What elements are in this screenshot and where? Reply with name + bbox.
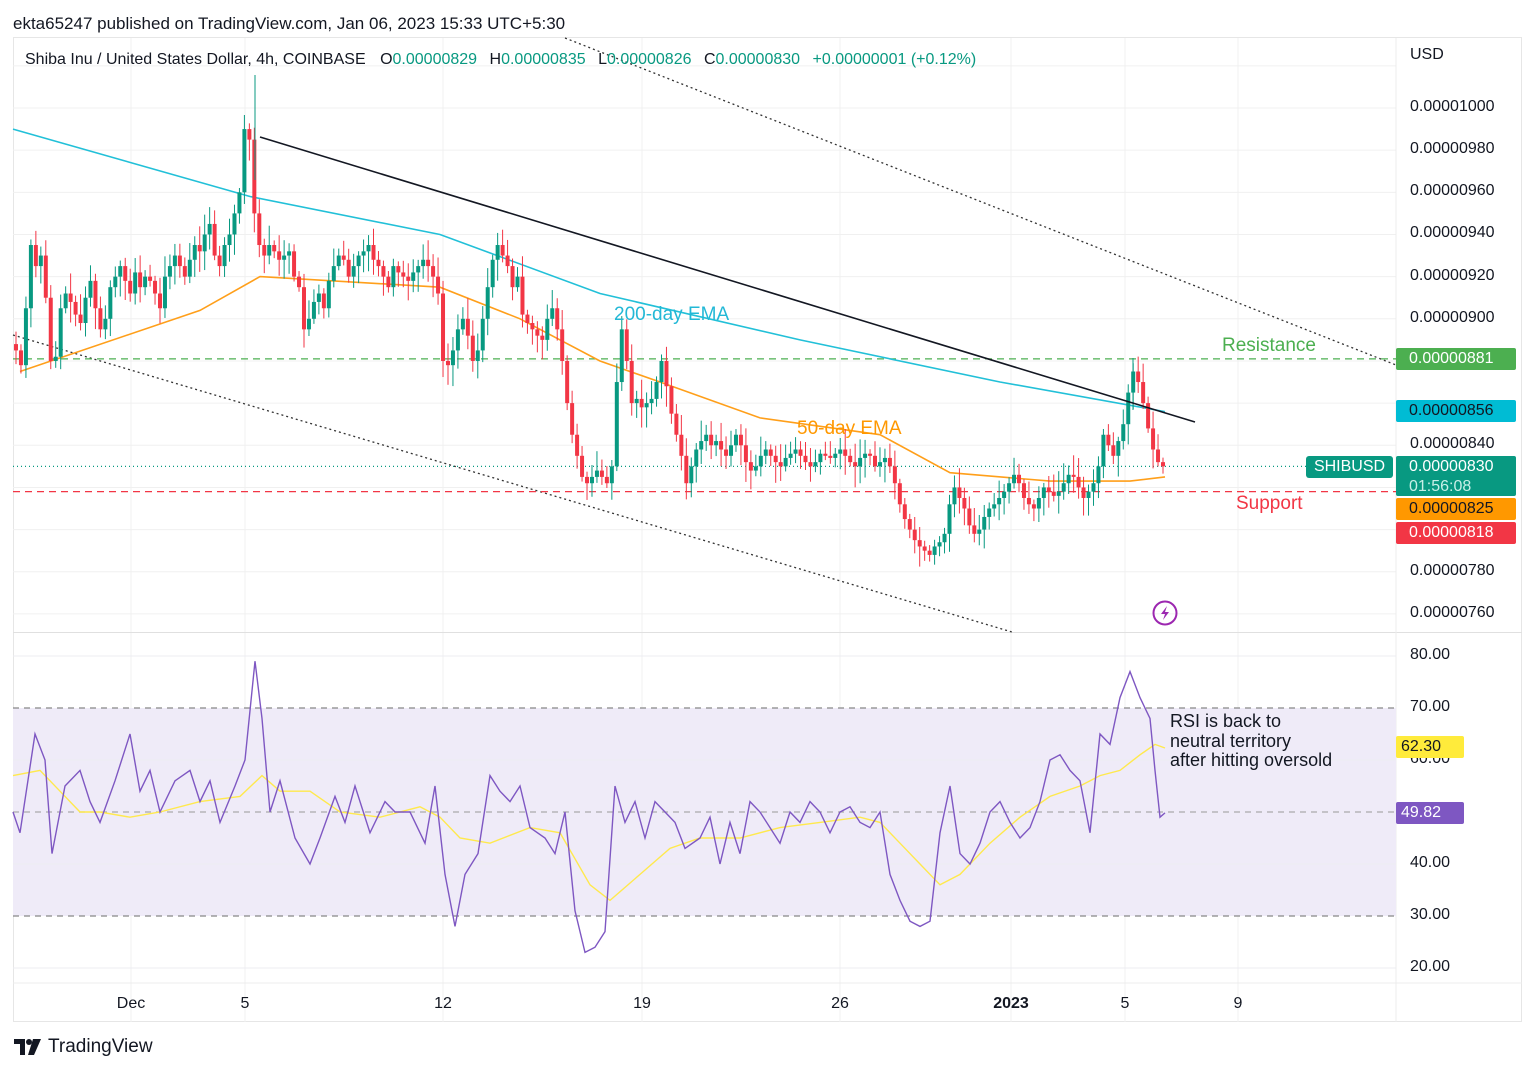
rsi-tick-label: 70.00 — [1410, 698, 1451, 715]
rsi-tick-label: 40.00 — [1410, 854, 1451, 871]
tradingview-logo-icon — [14, 1039, 41, 1055]
rsi-line[interactable] — [12, 661, 1166, 954]
tradingview-footer: TradingView — [14, 1036, 153, 1058]
ema50-line[interactable] — [19, 275, 1166, 482]
rsi-band — [13, 655, 1396, 969]
trendline[interactable] — [259, 136, 1196, 423]
low-value: 0.00000826 — [606, 51, 692, 68]
price-tick-label: 0.00000760 — [1410, 603, 1495, 621]
bar-countdown: 01:56:08 — [1409, 478, 1472, 495]
rsi-note-line: after hitting oversold — [1170, 750, 1333, 770]
support-annotation: Support — [1236, 493, 1303, 514]
symbol-title[interactable]: Shiba Inu / United States Dollar, 4h, CO… — [25, 51, 366, 68]
close-value: 0.00000830 — [715, 51, 801, 68]
ema200-price-badge: 0.00000856 — [1396, 400, 1516, 422]
price-tick-label: 0.00000780 — [1410, 561, 1495, 579]
ohlc-legend: Shiba Inu / United States Dollar, 4h, CO… — [25, 51, 976, 69]
tradingview-brand: TradingView — [48, 1036, 153, 1057]
time-tick-label: Dec — [116, 995, 146, 1012]
candles[interactable] — [14, 75, 1165, 567]
currency-label: USD — [1410, 46, 1444, 63]
last-price-badge: 0.00000830 01:56:08 — [1396, 456, 1516, 496]
time-tick-label: 2023 — [993, 995, 1029, 1012]
price-tick-label: 0.00000920 — [1410, 266, 1495, 284]
price-tick-label: 0.00000840 — [1410, 435, 1495, 453]
open-value: 0.00000829 — [392, 51, 478, 68]
resistance-price-badge: 0.00000881 — [1396, 348, 1516, 370]
price-tick-label: 0.00000900 — [1410, 308, 1495, 326]
published-header: ekta65247 published on TradingView.com, … — [13, 14, 566, 33]
rsi-note-line: RSI is back to — [1170, 711, 1282, 731]
close-label: C — [703, 51, 716, 68]
time-tick-label: 5 — [1120, 995, 1130, 1012]
rsi-tick-label: 20.00 — [1410, 958, 1451, 975]
rsi-badge: 49.82 — [1396, 802, 1464, 824]
ema50-price-badge: 0.00000825 — [1396, 498, 1516, 520]
price-tick-label: 0.00001000 — [1410, 98, 1495, 115]
change-value: +0.00000001 (+0.12%) — [812, 51, 977, 68]
rsi-tick-label: 30.00 — [1410, 906, 1451, 923]
time-tick-label: 9 — [1233, 995, 1243, 1012]
descending-channel[interactable] — [12, 37, 1397, 633]
support-price-badge: 0.00000818 — [1396, 522, 1516, 544]
resistance-annotation: Resistance — [1222, 335, 1316, 356]
ema200-annotation: 200-day EMA — [614, 304, 730, 325]
low-label: L — [598, 51, 607, 68]
rsi-tick-label: 80.00 — [1410, 646, 1451, 663]
ema200-line[interactable] — [12, 128, 1166, 413]
high-label: H — [489, 51, 502, 68]
ema50-annotation: 50-day EMA — [797, 418, 902, 439]
last-price-value: 0.00000830 — [1409, 458, 1494, 475]
symbol-badge: SHIBUSD — [1306, 456, 1393, 478]
rsi-note-annotation: RSI is back to neutral territory after h… — [1170, 711, 1333, 771]
lightning-bolt-icon[interactable] — [1152, 600, 1178, 626]
open-label: O — [380, 51, 393, 68]
time-tick-label: 26 — [831, 995, 849, 1012]
time-tick-label: 5 — [240, 995, 250, 1012]
rsi-ma-badge: 62.30 — [1396, 736, 1464, 758]
time-tick-label: 12 — [434, 995, 452, 1012]
rsi-note-line: neutral territory — [1170, 730, 1292, 751]
time-tick-label: 19 — [633, 995, 651, 1012]
price-tick-label: 0.00000960 — [1410, 182, 1495, 200]
high-value: 0.00000835 — [501, 51, 586, 68]
price-tick-label: 0.00000980 — [1410, 140, 1495, 158]
price-tick-label: 0.00000940 — [1410, 224, 1495, 242]
